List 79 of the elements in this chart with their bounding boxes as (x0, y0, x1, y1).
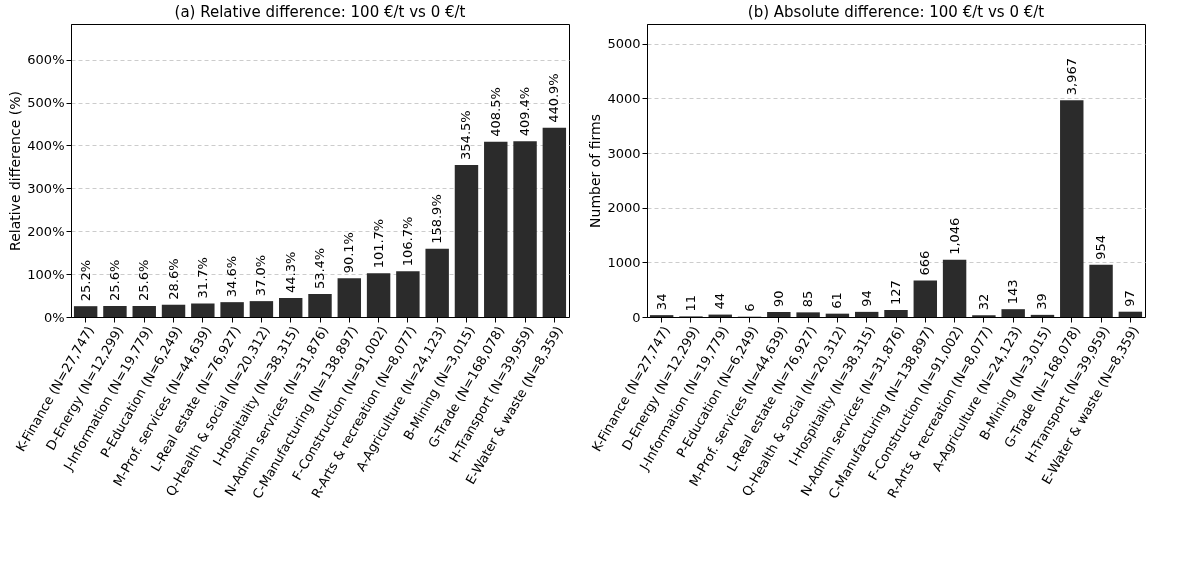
chart-title: (a) Relative difference: 100 €/t vs 0 €/t (174, 3, 466, 21)
y-axis-title: Number of firms (587, 114, 604, 228)
bar (542, 127, 567, 317)
bar (132, 306, 156, 317)
y-tick-label: 2000 (607, 200, 641, 216)
y-tick-label: 200% (27, 223, 65, 239)
data-label: 28.6% (165, 258, 181, 300)
data-label: 34 (653, 293, 669, 311)
data-label: 25.6% (136, 259, 152, 302)
bar (484, 141, 508, 317)
y-tick-label: 3000 (607, 145, 641, 161)
bar (1118, 311, 1143, 317)
y-tick-label: 0 (632, 309, 641, 325)
bar (366, 273, 391, 317)
y-tick-label: 0% (43, 309, 65, 325)
data-label: 39 (1034, 293, 1050, 310)
data-label: 90.1% (341, 232, 357, 274)
y-tick-label: 300% (27, 180, 65, 196)
data-label: 25.2% (77, 259, 93, 302)
data-label: 6 (741, 303, 757, 312)
bar (425, 248, 449, 317)
bar (796, 312, 820, 317)
data-label: 32 (975, 293, 991, 311)
bar (220, 302, 244, 317)
bar (913, 280, 938, 317)
data-label: 127 (888, 280, 903, 306)
bar (454, 164, 479, 317)
bar (191, 303, 215, 317)
bar (249, 301, 274, 317)
data-label: 3,967 (1063, 57, 1079, 96)
bar (396, 271, 420, 317)
data-label: 94 (858, 290, 874, 307)
bar (308, 294, 332, 317)
y-tick-label: 400% (27, 137, 65, 153)
data-label: 666 (917, 250, 933, 276)
bar (1030, 314, 1055, 317)
data-label: 1,046 (946, 217, 962, 255)
data-label: 409.4% (517, 86, 533, 137)
data-label: 31.7% (194, 257, 210, 299)
data-label: 106.7% (399, 216, 415, 267)
data-label: 954 (1093, 235, 1109, 260)
data-label: 440.9% (546, 73, 562, 123)
data-label: 158.9% (429, 194, 445, 244)
data-label: 143 (1005, 279, 1021, 305)
bar (103, 306, 127, 317)
data-label: 34.6% (224, 255, 240, 298)
y-axis-title: Relative difference (%) (7, 91, 24, 251)
chart-title: (b) Absolute difference: 100 €/t vs 0 €/t (747, 3, 1045, 21)
y-tick-label: 1000 (607, 254, 641, 270)
bar (73, 306, 98, 317)
data-label: 44.3% (282, 251, 298, 293)
bar (1001, 309, 1025, 317)
bar (1060, 100, 1084, 317)
bar (513, 141, 537, 317)
data-label: 53.4% (312, 247, 327, 290)
data-label: 11 (682, 294, 698, 312)
data-label: 101.7% (370, 218, 386, 269)
y-tick-label: 5000 (607, 36, 641, 52)
y-tick-label: 600% (27, 52, 65, 68)
bar (1089, 264, 1113, 317)
data-label: 97 (1122, 290, 1138, 307)
y-tick-label: 500% (27, 95, 65, 111)
data-label: 37.0% (253, 254, 269, 297)
bar (161, 304, 186, 317)
data-label: 44 (712, 293, 728, 310)
data-label: 85 (800, 290, 816, 308)
data-label: 90 (770, 290, 786, 308)
data-label: 25.6% (106, 259, 122, 302)
bar (854, 311, 879, 317)
bar (337, 278, 362, 317)
y-tick-label: 4000 (607, 90, 641, 106)
bar (278, 298, 303, 317)
data-label: 408.5% (487, 87, 503, 137)
y-tick-label: 100% (27, 266, 65, 282)
bar (942, 259, 967, 317)
bar (767, 312, 791, 317)
bar (884, 310, 908, 317)
data-label: 61 (829, 292, 845, 309)
data-label: 354.5% (458, 110, 474, 160)
